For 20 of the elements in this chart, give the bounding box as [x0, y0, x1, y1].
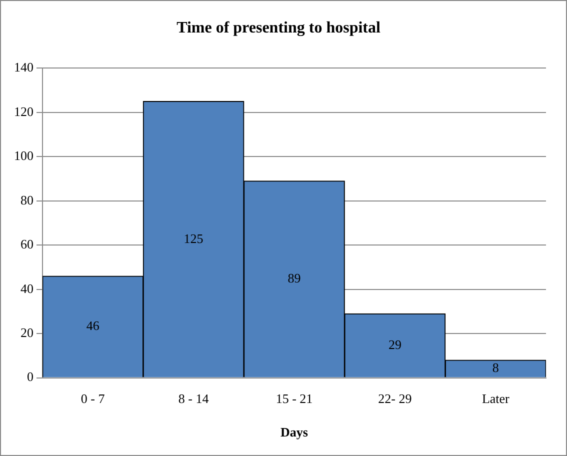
y-tick-label: 140 [14, 60, 34, 75]
y-tick-label: 120 [14, 104, 34, 119]
x-tick-label: 0 - 7 [80, 391, 106, 406]
x-tick-label: Later [482, 391, 510, 406]
y-tick-label: 60 [20, 236, 34, 252]
x-tick-label: 8 - 14 [178, 391, 210, 406]
x-tick-label: 22- 29 [378, 391, 412, 406]
y-tick-label: 100 [14, 148, 34, 164]
x-axis-title: Days [280, 424, 308, 440]
data-label: 46 [86, 318, 100, 334]
y-tick-label: 80 [20, 192, 34, 208]
chart-title: Time of presenting to hospital [176, 20, 381, 37]
data-label: 89 [288, 270, 301, 286]
x-tick-label: 15 - 21 [276, 391, 313, 406]
data-label: 29 [388, 336, 402, 352]
data-label: 8 [492, 360, 499, 376]
y-tick-label: 40 [20, 280, 34, 296]
y-tick-label: 20 [20, 324, 34, 340]
y-tick-label: 0 [27, 369, 34, 384]
data-label: 125 [184, 230, 204, 246]
